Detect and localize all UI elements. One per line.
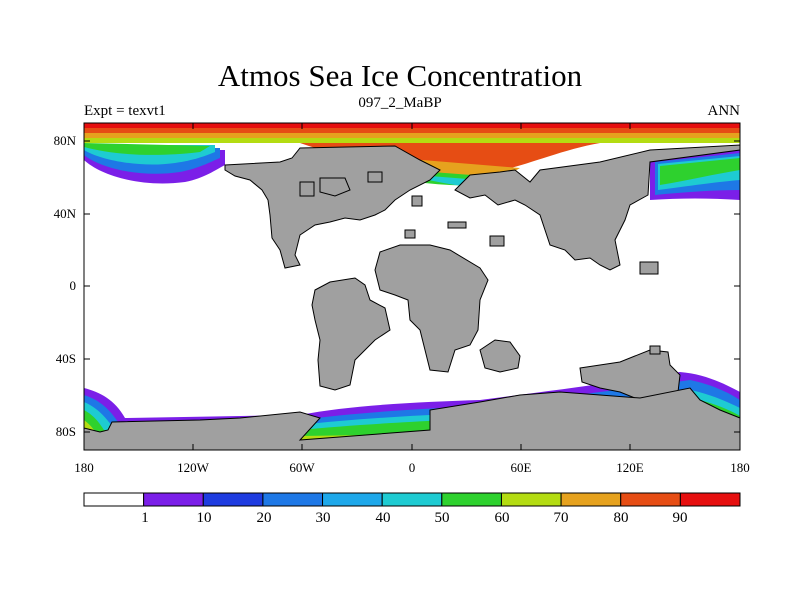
lat-label-40n: 40N — [53, 206, 76, 221]
map-title: Atmos Sea Ice Concentration — [217, 58, 583, 93]
land-masses — [83, 144, 741, 451]
island-6 — [367, 171, 383, 183]
island-2 — [447, 221, 467, 229]
colorbar-label: 60 — [494, 510, 510, 526]
colorbar-label: 10 — [196, 510, 212, 526]
colorbar-label: 50 — [434, 510, 450, 526]
colorbar — [83, 492, 741, 507]
island-1 — [404, 229, 416, 239]
colorbar-box — [679, 492, 741, 507]
map-subtitle: 097_2_MaBP — [358, 95, 442, 111]
greenland — [319, 177, 351, 197]
colorbar-label: 1 — [141, 510, 149, 526]
lat-label-0: 0 — [69, 278, 77, 293]
colorbar-box — [500, 492, 562, 507]
colorbar-box — [620, 492, 681, 507]
lat-label-80n: 80N — [53, 133, 76, 148]
experiment-label: Expt = texvt1 — [84, 103, 166, 119]
lon-label-180e: 180 — [730, 460, 750, 475]
lon-label-60e: 60E — [510, 460, 532, 475]
lon-label-0: 0 — [408, 460, 416, 475]
india-landmass — [479, 339, 521, 373]
island-4 — [639, 261, 659, 275]
colorbar-label: 20 — [256, 510, 272, 526]
colorbar-box — [381, 492, 443, 507]
colorbar-label: 40 — [375, 510, 391, 526]
lon-ticks — [192, 123, 631, 450]
colorbar-box — [143, 492, 204, 507]
lon-label-60w: 60W — [289, 460, 315, 475]
lon-label-120e: 120E — [616, 460, 644, 475]
south-america — [311, 277, 391, 391]
lon-label-120w: 120W — [177, 460, 209, 475]
colorbar-box — [202, 492, 264, 507]
island-5 — [411, 195, 423, 207]
colorbar-box — [83, 492, 145, 507]
africa — [374, 244, 489, 373]
island-3 — [489, 235, 505, 247]
north-america — [224, 145, 441, 269]
colorbar-box — [262, 492, 324, 507]
season-label: ANN — [707, 103, 741, 119]
colorbar-box — [322, 492, 383, 507]
colorbar-box — [560, 492, 622, 507]
colorbar-label: 90 — [672, 510, 688, 526]
lat-label-40s: 40S — [55, 351, 76, 366]
eurasia — [454, 144, 741, 271]
colorbar-label: 80 — [613, 510, 629, 526]
island-8 — [649, 345, 661, 355]
colorbar-box — [441, 492, 502, 507]
lat-ticks — [84, 140, 740, 433]
colorbar-label: 70 — [553, 510, 569, 526]
lat-label-80s: 80S — [55, 424, 76, 439]
colorbar-label: 30 — [315, 510, 331, 526]
antarctica — [83, 387, 741, 451]
lon-label-180w: 180 — [74, 460, 94, 475]
island-7 — [299, 181, 315, 197]
